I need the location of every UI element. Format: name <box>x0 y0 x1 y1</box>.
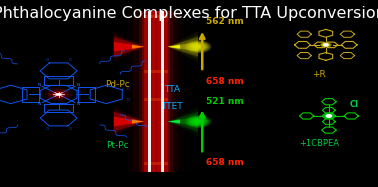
Circle shape <box>55 93 62 96</box>
Bar <box>54 127 63 131</box>
Text: +1CBPEA: +1CBPEA <box>299 140 339 148</box>
Polygon shape <box>168 119 180 124</box>
Bar <box>142 11 157 172</box>
Polygon shape <box>114 37 144 56</box>
Bar <box>124 92 132 96</box>
Bar <box>54 58 63 62</box>
Text: N: N <box>77 83 80 87</box>
Polygon shape <box>168 35 198 58</box>
Text: N: N <box>37 83 40 87</box>
Circle shape <box>44 87 73 102</box>
Bar <box>144 70 168 73</box>
Polygon shape <box>114 112 144 131</box>
Circle shape <box>185 40 211 53</box>
Bar <box>144 15 168 18</box>
Polygon shape <box>168 110 198 133</box>
Circle shape <box>187 41 209 52</box>
Text: +R: +R <box>313 70 326 79</box>
Circle shape <box>326 115 332 117</box>
Circle shape <box>52 91 65 98</box>
Circle shape <box>322 43 330 47</box>
Polygon shape <box>132 119 144 124</box>
Bar <box>152 11 173 172</box>
Text: 658 nm: 658 nm <box>206 77 244 86</box>
Polygon shape <box>168 44 180 49</box>
Circle shape <box>56 93 61 96</box>
Polygon shape <box>132 120 144 123</box>
Polygon shape <box>114 106 144 137</box>
Text: O: O <box>127 87 129 91</box>
Circle shape <box>192 119 204 124</box>
Text: TTET: TTET <box>161 102 183 111</box>
Text: Phthalocyanine Complexes for TTA Upconversion: Phthalocyanine Complexes for TTA Upconve… <box>0 6 378 21</box>
Text: TTA: TTA <box>164 85 180 94</box>
Text: O: O <box>69 58 72 62</box>
Polygon shape <box>168 120 180 123</box>
Circle shape <box>325 114 333 118</box>
Text: Cl: Cl <box>350 100 359 109</box>
Polygon shape <box>114 31 144 62</box>
Circle shape <box>325 44 327 45</box>
Polygon shape <box>114 42 144 52</box>
Bar <box>144 98 168 101</box>
Polygon shape <box>168 117 198 126</box>
Polygon shape <box>114 35 144 58</box>
Text: O: O <box>69 127 72 131</box>
Text: O: O <box>127 98 129 102</box>
Polygon shape <box>168 42 198 52</box>
Bar <box>157 11 168 172</box>
Bar <box>133 11 165 172</box>
Text: 562 nm: 562 nm <box>206 17 244 26</box>
Polygon shape <box>168 37 198 56</box>
Text: Pt-Pc: Pt-Pc <box>106 141 129 150</box>
Bar <box>147 11 178 172</box>
Circle shape <box>187 116 209 127</box>
Polygon shape <box>114 117 144 126</box>
Circle shape <box>189 42 208 51</box>
Circle shape <box>48 89 69 100</box>
Text: O: O <box>45 58 48 62</box>
Circle shape <box>324 113 334 119</box>
Text: O: O <box>45 127 48 131</box>
Circle shape <box>196 121 200 122</box>
Bar <box>161 11 164 172</box>
Circle shape <box>324 44 328 46</box>
Bar <box>144 162 168 165</box>
Text: Pd-Pc: Pd-Pc <box>105 80 130 89</box>
Circle shape <box>191 118 206 125</box>
Circle shape <box>192 44 204 50</box>
Bar <box>155 11 170 172</box>
Polygon shape <box>168 31 198 62</box>
Circle shape <box>194 45 202 49</box>
Circle shape <box>191 43 206 50</box>
Circle shape <box>320 42 332 48</box>
Circle shape <box>324 44 328 46</box>
Polygon shape <box>168 112 198 131</box>
Circle shape <box>189 117 208 126</box>
Polygon shape <box>132 44 144 49</box>
Text: N: N <box>37 102 40 106</box>
Text: 521 nm: 521 nm <box>206 97 244 106</box>
Circle shape <box>321 42 331 47</box>
Circle shape <box>194 120 202 123</box>
Circle shape <box>322 113 335 119</box>
Circle shape <box>185 115 211 128</box>
Bar <box>128 11 170 172</box>
Text: N: N <box>77 102 80 106</box>
Circle shape <box>326 115 332 117</box>
Bar <box>148 11 150 172</box>
Circle shape <box>328 115 330 117</box>
Bar <box>144 11 155 172</box>
Text: 658 nm: 658 nm <box>206 158 244 167</box>
Circle shape <box>196 46 200 48</box>
Bar <box>141 11 184 172</box>
Polygon shape <box>168 106 198 137</box>
Polygon shape <box>168 45 180 48</box>
Polygon shape <box>132 45 144 48</box>
Bar <box>139 11 160 172</box>
Polygon shape <box>114 110 144 133</box>
Circle shape <box>57 94 60 95</box>
